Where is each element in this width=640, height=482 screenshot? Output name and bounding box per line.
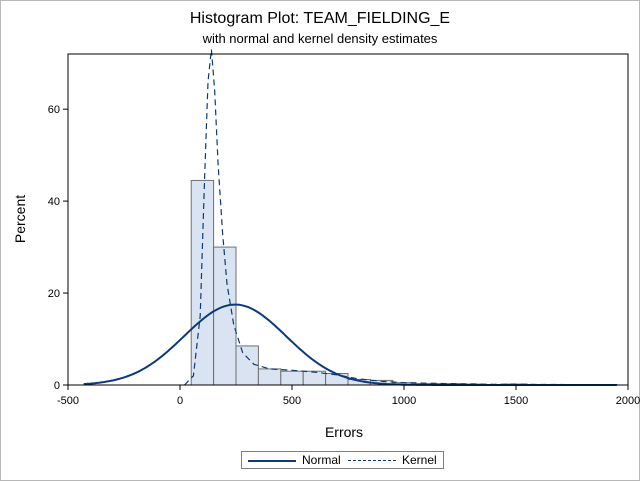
histogram-bar-2	[236, 346, 258, 385]
x-tick-label-5: 2000	[616, 395, 640, 407]
normal-density-curve	[84, 305, 617, 385]
histogram-bar-3	[258, 369, 280, 385]
histogram-bar-1	[214, 247, 236, 385]
legend-normal-swatch	[248, 460, 296, 462]
histogram-bar-0	[191, 180, 213, 385]
x-tick-label-2: 500	[283, 395, 301, 407]
y-axis-label: Percent	[12, 195, 28, 243]
x-tick-label-0: -500	[57, 395, 79, 407]
y-tick-label-1: 20	[48, 288, 60, 300]
legend-kernel-swatch	[348, 460, 396, 461]
kernel-density-curve	[185, 49, 617, 385]
x-axis-label: Errors	[325, 424, 363, 440]
legend: Normal Kernel	[241, 451, 444, 469]
legend-kernel-label: Kernel	[402, 453, 437, 467]
histogram-bars	[191, 180, 617, 385]
plot-border	[68, 54, 628, 385]
density-curves	[84, 49, 617, 385]
x-tick-label-4: 1500	[504, 395, 528, 407]
legend-normal-label: Normal	[302, 453, 341, 467]
x-axis-ticks: -500 0 500 1000 1500 2000	[57, 385, 640, 407]
y-axis-ticks: 0 20 40 60	[48, 104, 68, 392]
y-tick-label-2: 40	[48, 196, 60, 208]
y-tick-label-0: 0	[54, 380, 60, 392]
x-tick-label-3: 1000	[392, 395, 416, 407]
histogram-bar-4	[281, 371, 303, 385]
y-tick-label-3: 60	[48, 104, 60, 116]
x-tick-label-1: 0	[177, 395, 183, 407]
